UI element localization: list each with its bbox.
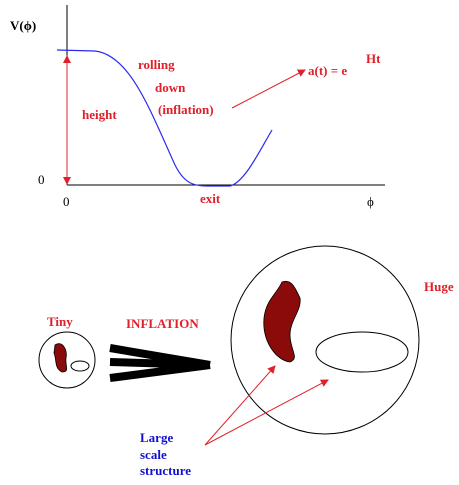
annotation: rolling xyxy=(138,57,175,72)
annotation: Ht xyxy=(366,51,381,66)
potential-curve xyxy=(56,49,273,187)
label: INFLATION xyxy=(126,316,199,331)
pointer-arrow xyxy=(204,379,329,446)
tiny-universe xyxy=(38,331,96,389)
ellipse xyxy=(70,360,90,372)
blob xyxy=(53,343,68,373)
label: structure xyxy=(140,463,191,478)
label: scale xyxy=(140,447,167,462)
label: Large xyxy=(140,430,173,445)
huge-universe xyxy=(230,245,420,435)
annotation: down xyxy=(155,80,186,95)
label: Huge xyxy=(424,279,454,294)
x-origin-label: 0 xyxy=(63,194,70,209)
y-axis-label: V(ϕ) xyxy=(10,18,36,33)
annotation: a(t) = e xyxy=(308,63,347,78)
ellipse xyxy=(315,331,409,373)
label: Tiny xyxy=(47,314,73,329)
pointer-arrow xyxy=(204,365,276,446)
inflation-arrow xyxy=(109,344,211,382)
scale-arrow xyxy=(231,69,306,109)
blob xyxy=(263,280,301,363)
annotation: height xyxy=(82,107,117,122)
annotation: exit xyxy=(200,191,221,206)
x-axis-label: ϕ xyxy=(367,194,374,209)
annotation: (inflation) xyxy=(158,102,214,117)
y-origin-label: 0 xyxy=(38,172,45,187)
